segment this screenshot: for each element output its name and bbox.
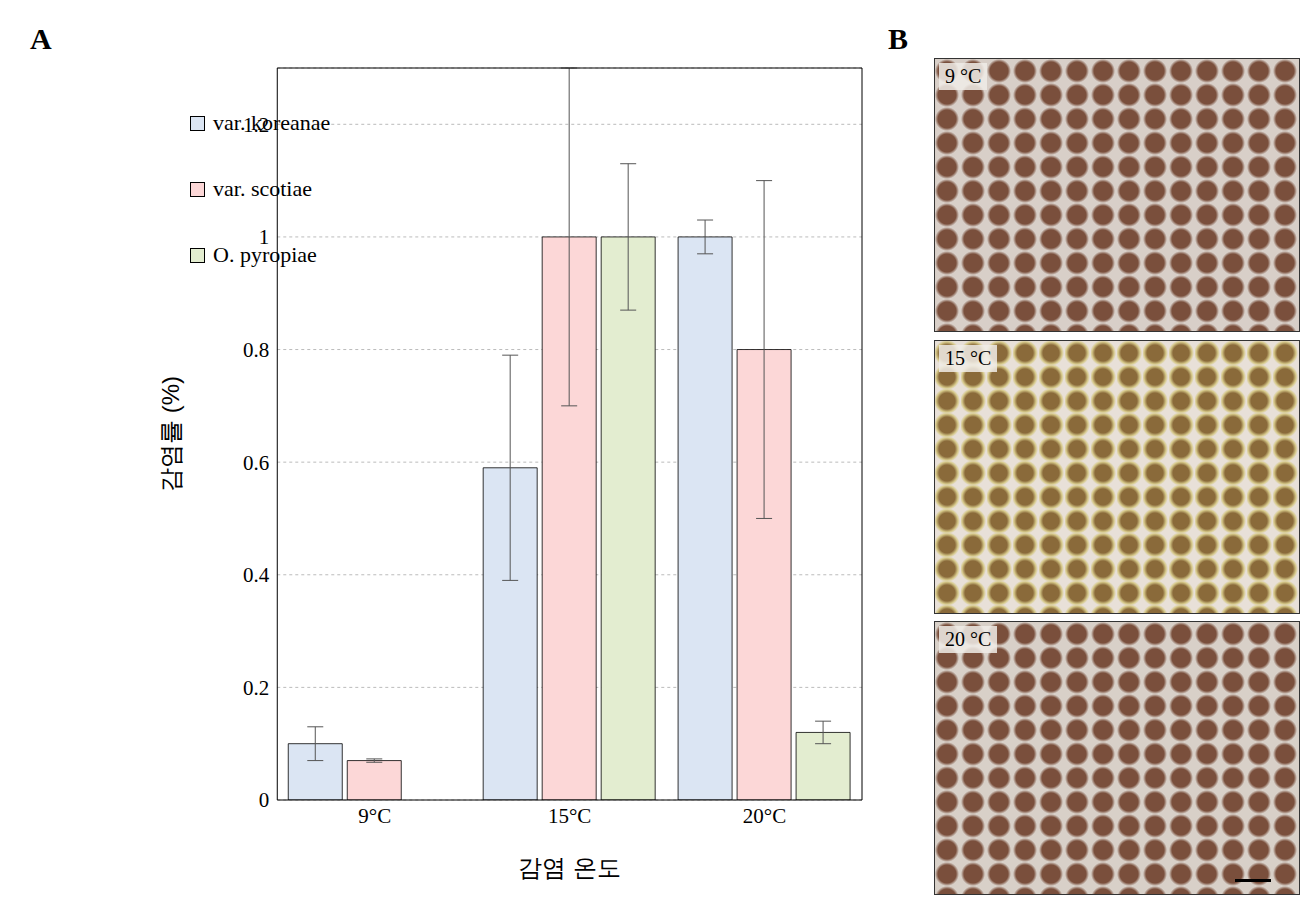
svg-text:0.6: 0.6 xyxy=(243,451,269,475)
svg-text:감염 온도: 감염 온도 xyxy=(518,854,621,881)
svg-text:0.2: 0.2 xyxy=(243,676,269,700)
svg-text:0.4: 0.4 xyxy=(243,563,270,587)
svg-text:0.8: 0.8 xyxy=(243,338,269,362)
svg-text:1: 1 xyxy=(259,225,270,249)
svg-text:9°C: 9°C xyxy=(358,804,391,828)
svg-text:0: 0 xyxy=(259,788,270,812)
svg-text:15°C: 15°C xyxy=(548,804,591,828)
svg-text:1.2: 1.2 xyxy=(243,113,269,137)
svg-text:20°C: 20°C xyxy=(743,804,786,828)
svg-text:감염률 (%): 감염률 (%) xyxy=(157,376,184,492)
